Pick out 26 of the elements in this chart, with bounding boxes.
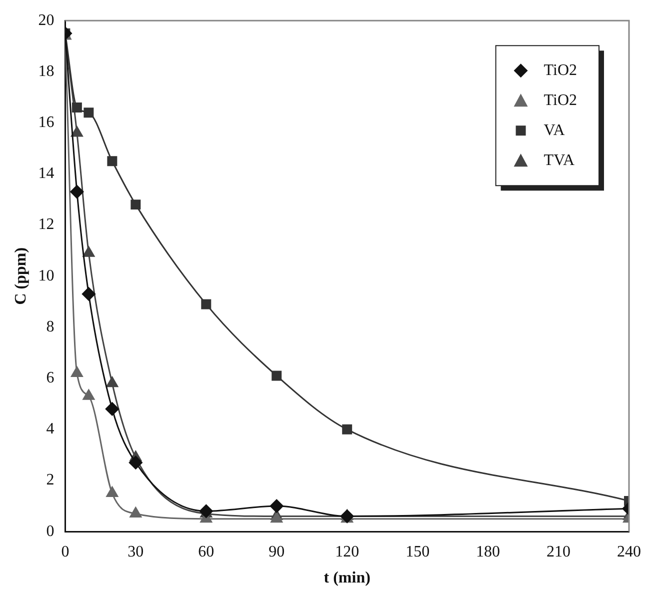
y-tick-label: 2 xyxy=(46,472,54,489)
y-tick-label: 14 xyxy=(38,165,54,182)
y-tick-label: 12 xyxy=(38,216,54,234)
y-tick-label: 16 xyxy=(38,114,54,132)
y-tick-label: 10 xyxy=(38,267,54,284)
legend-label: VA xyxy=(544,122,566,139)
y-axis-title: C (ppm) xyxy=(12,247,30,305)
y-tick-label: 0 xyxy=(46,522,54,540)
y-tick-label: 20 xyxy=(38,12,54,29)
x-tick-label: 150 xyxy=(406,543,430,560)
x-tick-label: 0 xyxy=(61,543,70,560)
legend-label: TiO2 xyxy=(544,92,578,109)
x-tick-label: 90 xyxy=(268,543,285,560)
x-tick-label: 240 xyxy=(617,543,641,560)
x-tick-label: 210 xyxy=(546,543,571,560)
y-tick-label: 4 xyxy=(46,420,54,438)
x-tick-label: 30 xyxy=(128,543,144,560)
y-tick-label: 6 xyxy=(46,370,54,387)
legend-label: TVA xyxy=(544,152,576,169)
x-tick-label: 120 xyxy=(335,543,360,560)
x-tick-label: 60 xyxy=(198,543,214,560)
legend-label: TiO2 xyxy=(544,62,578,79)
x-axis-title: t (min) xyxy=(324,570,370,587)
x-tick-label: 180 xyxy=(476,543,500,560)
y-tick-label: 8 xyxy=(46,318,54,336)
y-tick-label: 18 xyxy=(38,62,54,80)
